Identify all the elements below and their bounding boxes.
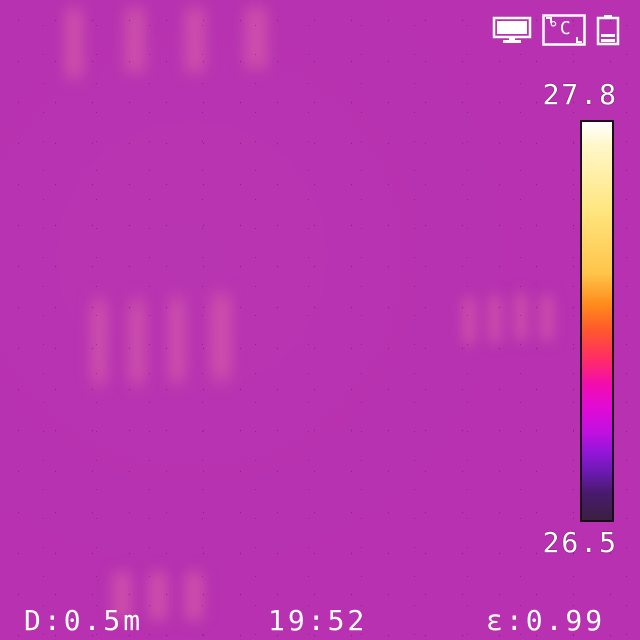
min-temperature-label: 26.5 <box>543 526 618 559</box>
celsius-unit-label: °C <box>548 17 572 41</box>
clock-readout: 19:52 <box>268 604 367 637</box>
status-icons: °C <box>492 14 620 46</box>
temperature-color-scale <box>580 120 614 522</box>
distance-readout: D:0.5m <box>24 604 143 637</box>
max-temperature-label: 27.8 <box>543 78 618 111</box>
celsius-unit-icon[interactable]: °C <box>542 14 586 46</box>
battery-icon <box>596 14 620 46</box>
emissivity-readout: ε:0.99 <box>486 604 605 637</box>
monitor-icon[interactable] <box>492 15 532 45</box>
